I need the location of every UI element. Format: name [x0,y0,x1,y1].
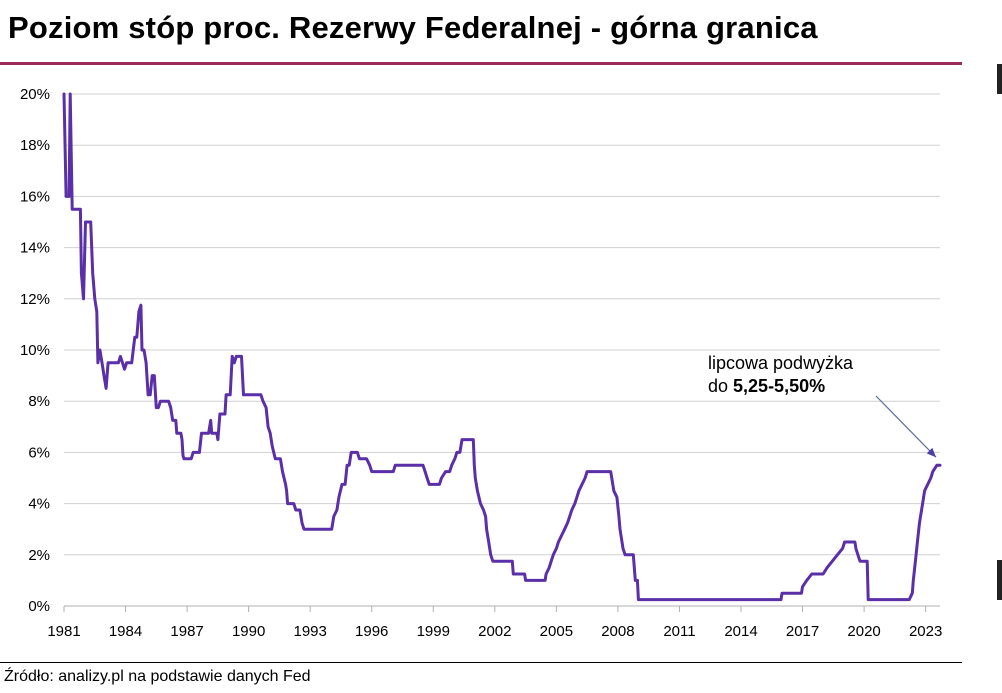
fed-rate-chart: 0% 2% 4% 6% 8% 10% 12% 14% 16% 18% 20% 1981 1984 1987… [20,86,942,640]
x-tick-label: 2008 [601,623,634,640]
y-tick-label: 2% [28,547,50,564]
x-tick-label: 1993 [293,623,326,640]
x-tick-label: 1981 [47,623,80,640]
y-tick-label: 14% [20,240,50,257]
x-tick-label: 2011 [663,623,695,640]
y-tick-label: 18% [20,137,50,154]
footer-divider [0,662,962,663]
x-tick-label: 2002 [478,623,511,640]
annotation-value: 5,25-5,50% [733,376,825,396]
annotation-arrow [875,395,937,458]
x-tick-label: 1984 [109,623,142,640]
x-tick-label: 2017 [786,623,819,640]
x-tick-label: 2014 [724,623,757,640]
x-tick-label: 2023 [909,623,942,640]
chart-title: Poziom stóp proc. Rezerwy Federalnej - g… [8,10,818,45]
x-tick-label: 1990 [232,623,265,640]
annotation-line-2: do 5,25-5,50% [708,376,825,396]
x-tick-label: 2005 [540,623,573,640]
y-tick-label: 10% [20,342,50,359]
x-tick-label: 1996 [355,623,388,640]
y-tick-label: 4% [28,496,50,513]
source-note: Źródło: analizy.pl na podstawie danych F… [4,668,311,685]
edge-decoration [997,64,1002,94]
y-tick-label: 8% [28,393,50,410]
y-tick-label: 0% [28,598,50,615]
title-divider [0,62,962,65]
y-tick-label: 12% [20,291,50,308]
rate-series-line [62,92,942,602]
y-tick-label: 20% [20,86,50,103]
x-tick-label: 1999 [417,623,450,640]
annotation-prefix: do [708,376,733,396]
edge-decoration [997,560,1002,600]
x-tick-label: 1987 [170,623,203,640]
y-tick-label: 6% [28,444,50,461]
annotation-arrowhead [926,447,936,458]
annotation-line-1: lipcowa podwyżka [708,353,854,373]
x-tick-label: 2020 [847,623,880,640]
y-tick-label: 16% [20,188,50,205]
